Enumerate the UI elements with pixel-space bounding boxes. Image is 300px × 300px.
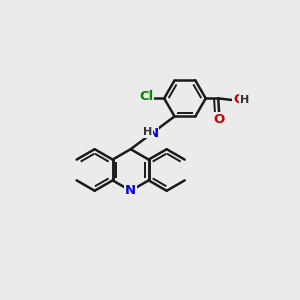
Text: H: H (143, 127, 152, 137)
Text: N: N (125, 184, 136, 197)
Text: Cl: Cl (140, 90, 154, 103)
Text: O: O (214, 113, 225, 126)
Text: O: O (233, 93, 244, 106)
Text: H: H (240, 95, 249, 105)
Text: N: N (148, 128, 159, 140)
